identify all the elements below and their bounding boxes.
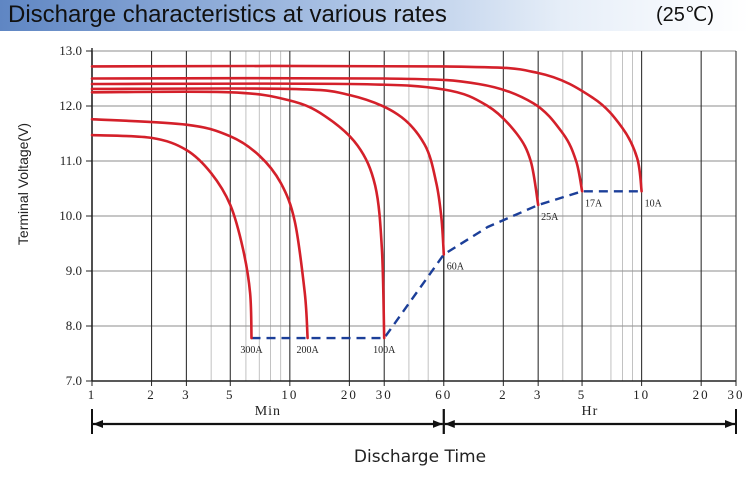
series-line-10a [90,64,643,193]
cutoff-dashed-line [251,190,642,340]
x-axis-label: Discharge Time [354,447,486,467]
x-tick-label: 3 [534,387,543,402]
y-axis-label: Terminal Voltage(V) [15,123,31,245]
label-200a: 200A [297,345,320,356]
temperature-label: (25℃) [655,4,714,26]
grid [91,50,737,381]
page-title: Discharge characteristics at various rat… [8,1,447,28]
y-tick-label: 13.0 [59,43,82,58]
series-line-100a [90,90,386,340]
x-tick-label: 5 [226,387,235,402]
x-tick-label: 1 [88,387,97,402]
series-line-25a [90,82,540,207]
x-tick-label: 2 [147,387,156,402]
region-label-min: Min [255,404,281,419]
label-17a: 17A [585,198,603,209]
axes: 7.0 8.0 9.0 10.0 11.0 12.0 13.0 1 2 3 5 10 20 30 60 2 3 5… [59,43,745,402]
x-tick-label: 20 [693,387,710,402]
y-tick-label: 12.0 [59,98,82,113]
y-tick-label: 9.0 [66,263,82,278]
x-tick-label: 3 [182,387,191,402]
series-group [90,64,643,340]
series-line-300a [90,133,253,340]
x-tick-label: 30 [728,387,745,402]
label-25a: 25A [541,212,559,223]
series-line-200a [90,117,309,340]
label-10a: 10A [645,198,663,209]
x-tick-label: 10 [281,387,298,402]
label-60a: 60A [447,262,465,273]
series-line-60a [90,87,446,256]
x-tick-label: 10 [633,387,650,402]
region-label-hr: Hr [581,404,598,419]
series-line-17a [90,76,584,193]
cutoff-voltage-line [251,190,642,340]
x-tick-label: 60 [435,387,452,402]
y-tick-label: 7.0 [66,373,82,388]
title-banner: Discharge characteristics at various rat… [0,0,750,31]
label-100a: 100A [373,345,396,356]
x-tick-label: 5 [578,387,587,402]
x-tick-label: 2 [499,387,508,402]
y-tick-label: 11.0 [60,153,82,168]
y-tick-label: 10.0 [59,208,82,223]
series-labels: 300A 200A 100A 60A 25A 17A 10A [240,198,662,356]
y-tick-label: 8.0 [66,318,82,333]
x-tick-label: 20 [341,387,358,402]
x-tick-label: 30 [376,387,393,402]
time-regions: Min Hr [91,404,737,434]
label-300a: 300A [240,345,263,356]
